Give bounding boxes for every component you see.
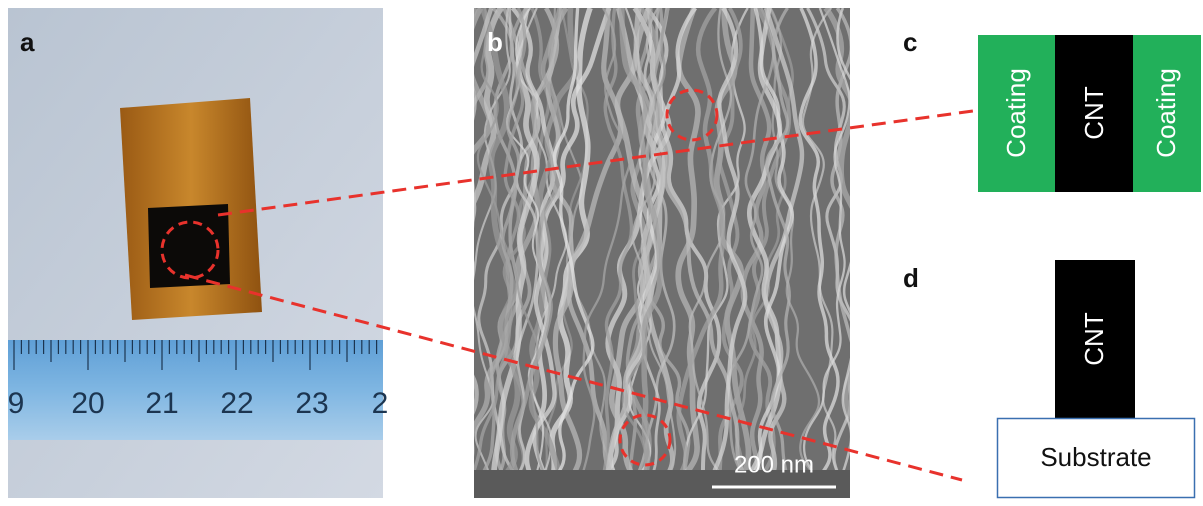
ruler-label: 23 <box>295 387 328 420</box>
panel-label: c <box>903 27 917 57</box>
layer-label: Coating <box>1151 68 1181 158</box>
panel-label: d <box>903 263 919 293</box>
ruler-label: 20 <box>71 387 104 420</box>
figure: 9 20 21 22 23 2 a 200 nm b c Coating CNT… <box>0 0 1203 506</box>
scale-bar-label: 200 nm <box>734 451 814 478</box>
layer-label: Coating <box>1001 68 1031 158</box>
panel-label: a <box>20 27 35 57</box>
ruler-label: 9 <box>8 387 25 420</box>
layer-label: CNT <box>1079 86 1109 140</box>
panel-d: d CNT Substrate <box>903 260 1195 498</box>
layer-label: CNT <box>1079 312 1109 366</box>
ruler-label: 22 <box>220 387 253 420</box>
panel-b: 200 nm b <box>429 8 870 500</box>
panel-label: b <box>487 27 503 57</box>
panel-a: 9 20 21 22 23 2 a <box>8 8 389 498</box>
panel-c: c Coating CNT Coating <box>903 27 1201 192</box>
fiber <box>429 8 475 500</box>
ruler-label: 2 <box>372 387 389 420</box>
layer-label: Substrate <box>1040 442 1151 472</box>
ruler-label: 21 <box>145 387 178 420</box>
